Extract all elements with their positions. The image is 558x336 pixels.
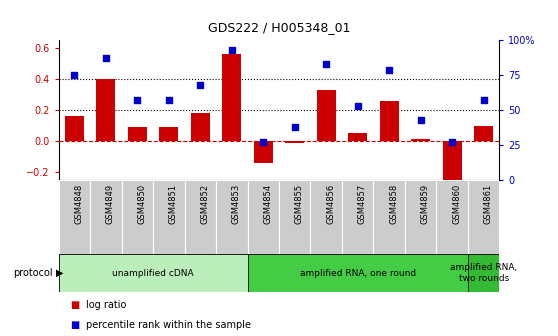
Bar (97, 79, 116, 141)
Bar (222, 54, 241, 141)
Text: GSM4854: GSM4854 (263, 183, 272, 223)
Point (70, 73, 79, 78)
FancyBboxPatch shape (436, 180, 468, 254)
Bar (380, 101, 398, 141)
Text: amplified RNA,
two rounds: amplified RNA, two rounds (450, 263, 517, 283)
Text: log ratio: log ratio (86, 300, 127, 310)
FancyBboxPatch shape (248, 254, 468, 292)
Text: GSM4855: GSM4855 (295, 183, 304, 223)
Text: GSM4856: GSM4856 (326, 183, 335, 224)
FancyBboxPatch shape (59, 254, 499, 292)
Point (102, 56, 110, 61)
Bar (348, 133, 367, 141)
Point (353, 103, 362, 109)
Point (322, 61, 331, 67)
Point (416, 117, 425, 123)
Text: GSM4859: GSM4859 (421, 183, 430, 223)
Text: GSM4852: GSM4852 (200, 183, 209, 223)
Text: GSM4851: GSM4851 (169, 183, 178, 223)
Text: GSM4858: GSM4858 (389, 183, 398, 224)
Text: GSM4861: GSM4861 (484, 183, 493, 224)
Text: percentile rank within the sample: percentile rank within the sample (86, 320, 252, 330)
FancyBboxPatch shape (468, 254, 499, 292)
Text: GSM4848: GSM4848 (74, 183, 83, 224)
Text: ■: ■ (70, 300, 79, 310)
FancyBboxPatch shape (59, 180, 90, 254)
FancyBboxPatch shape (216, 180, 248, 254)
Text: amplified RNA, one round: amplified RNA, one round (300, 268, 416, 278)
Point (448, 139, 456, 145)
Point (133, 97, 142, 103)
Bar (254, 141, 273, 163)
Point (259, 139, 268, 145)
Bar (285, 141, 304, 142)
Text: GSM4857: GSM4857 (358, 183, 367, 224)
FancyBboxPatch shape (248, 180, 279, 254)
FancyBboxPatch shape (122, 180, 153, 254)
Point (227, 47, 236, 53)
Bar (128, 127, 147, 141)
FancyBboxPatch shape (468, 180, 499, 254)
Bar (160, 127, 178, 141)
FancyBboxPatch shape (90, 180, 122, 254)
Bar (191, 113, 210, 141)
Bar (411, 139, 430, 141)
Point (196, 82, 205, 88)
Text: unamplified cDNA: unamplified cDNA (112, 268, 194, 278)
Text: ■: ■ (70, 320, 79, 330)
Text: GSM4850: GSM4850 (137, 183, 146, 223)
Text: GSM4849: GSM4849 (106, 183, 115, 223)
Bar (474, 126, 493, 141)
FancyBboxPatch shape (185, 180, 216, 254)
Bar (317, 90, 336, 141)
Bar (442, 141, 461, 184)
Text: ▶: ▶ (56, 268, 63, 278)
Text: protocol: protocol (13, 268, 53, 278)
Text: GSM4860: GSM4860 (452, 183, 461, 224)
FancyBboxPatch shape (59, 254, 248, 292)
Point (385, 67, 394, 72)
Bar (65, 116, 84, 141)
Point (479, 97, 488, 103)
FancyBboxPatch shape (279, 180, 310, 254)
FancyBboxPatch shape (373, 180, 405, 254)
FancyBboxPatch shape (342, 180, 373, 254)
FancyBboxPatch shape (405, 180, 436, 254)
Point (165, 97, 174, 103)
Text: GSM4853: GSM4853 (232, 183, 240, 224)
Text: GDS222 / H005348_01: GDS222 / H005348_01 (208, 20, 350, 34)
Point (290, 124, 299, 129)
FancyBboxPatch shape (310, 180, 342, 254)
FancyBboxPatch shape (153, 180, 185, 254)
